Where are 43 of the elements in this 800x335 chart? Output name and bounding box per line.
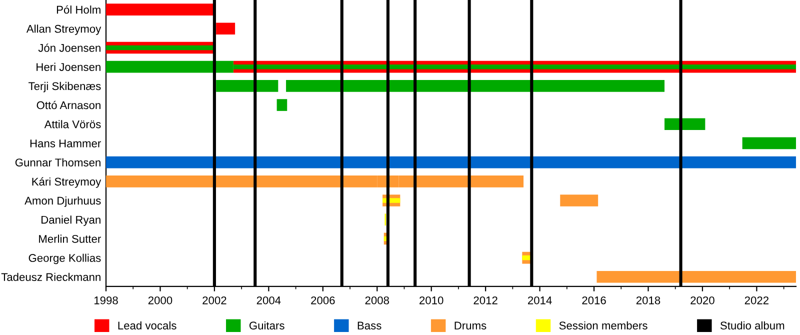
y-tick-label: Daniel Ryan <box>42 216 100 226</box>
y-tick-label: Ottó Arnason <box>36 100 100 110</box>
y-tick-label: Allan Streymoy <box>26 24 102 35</box>
bar <box>106 4 214 16</box>
bar <box>216 22 236 35</box>
y-tick-label: Hans Hammer <box>30 140 101 148</box>
x-tick-label: 2018 <box>636 296 660 304</box>
legend-label: Drums <box>454 322 486 330</box>
x-tick-label: 2014 <box>528 296 552 304</box>
legend-label: Lead vocals <box>118 321 176 330</box>
x-tick-label: 2016 <box>582 296 606 304</box>
y-tick-label: Merlin Sutter <box>39 234 101 243</box>
y-tick-label: George Kollias <box>28 254 101 264</box>
legend-label: Guitars <box>249 321 284 330</box>
x-tick-label: 2002 <box>202 296 226 304</box>
bar <box>216 80 278 92</box>
bar <box>742 137 796 150</box>
y-tick-label: Pól Holm <box>56 5 100 14</box>
x-tick-label: 1998 <box>94 296 118 304</box>
bar <box>664 118 706 130</box>
y-tick-label: Amon Djurhuus <box>24 196 101 207</box>
y-tick-label: Gunnar Thomsen <box>15 158 100 166</box>
bar <box>276 99 288 111</box>
x-tick-label: 2004 <box>256 296 281 304</box>
bar <box>106 156 796 168</box>
bar <box>596 270 796 283</box>
legend-label: Session members <box>559 321 648 330</box>
x-tick-label: 2010 <box>420 296 444 304</box>
legend-label: Bass <box>358 322 382 330</box>
y-tick-label: Jón Joensen <box>38 44 100 52</box>
x-tick-label: 2008 <box>365 296 389 304</box>
x-tick-label: 2022 <box>744 296 768 304</box>
x-tick-label: 2012 <box>474 296 498 304</box>
y-tick-label: Tadeusz Rieckmann <box>1 272 100 282</box>
y-tick-label: Terji Skibenæs <box>28 82 101 92</box>
bar <box>560 194 598 206</box>
y-tick-label: Kári Streymoy <box>32 177 102 188</box>
legend-label: Studio album <box>720 321 784 330</box>
x-tick-label: 2020 <box>690 296 714 304</box>
y-tick-label: Heri Joensen <box>36 62 100 71</box>
x-tick-label: 2006 <box>311 296 335 304</box>
x-tick-label: 2000 <box>148 296 172 304</box>
y-tick-label: Attila Vörös <box>44 120 101 128</box>
